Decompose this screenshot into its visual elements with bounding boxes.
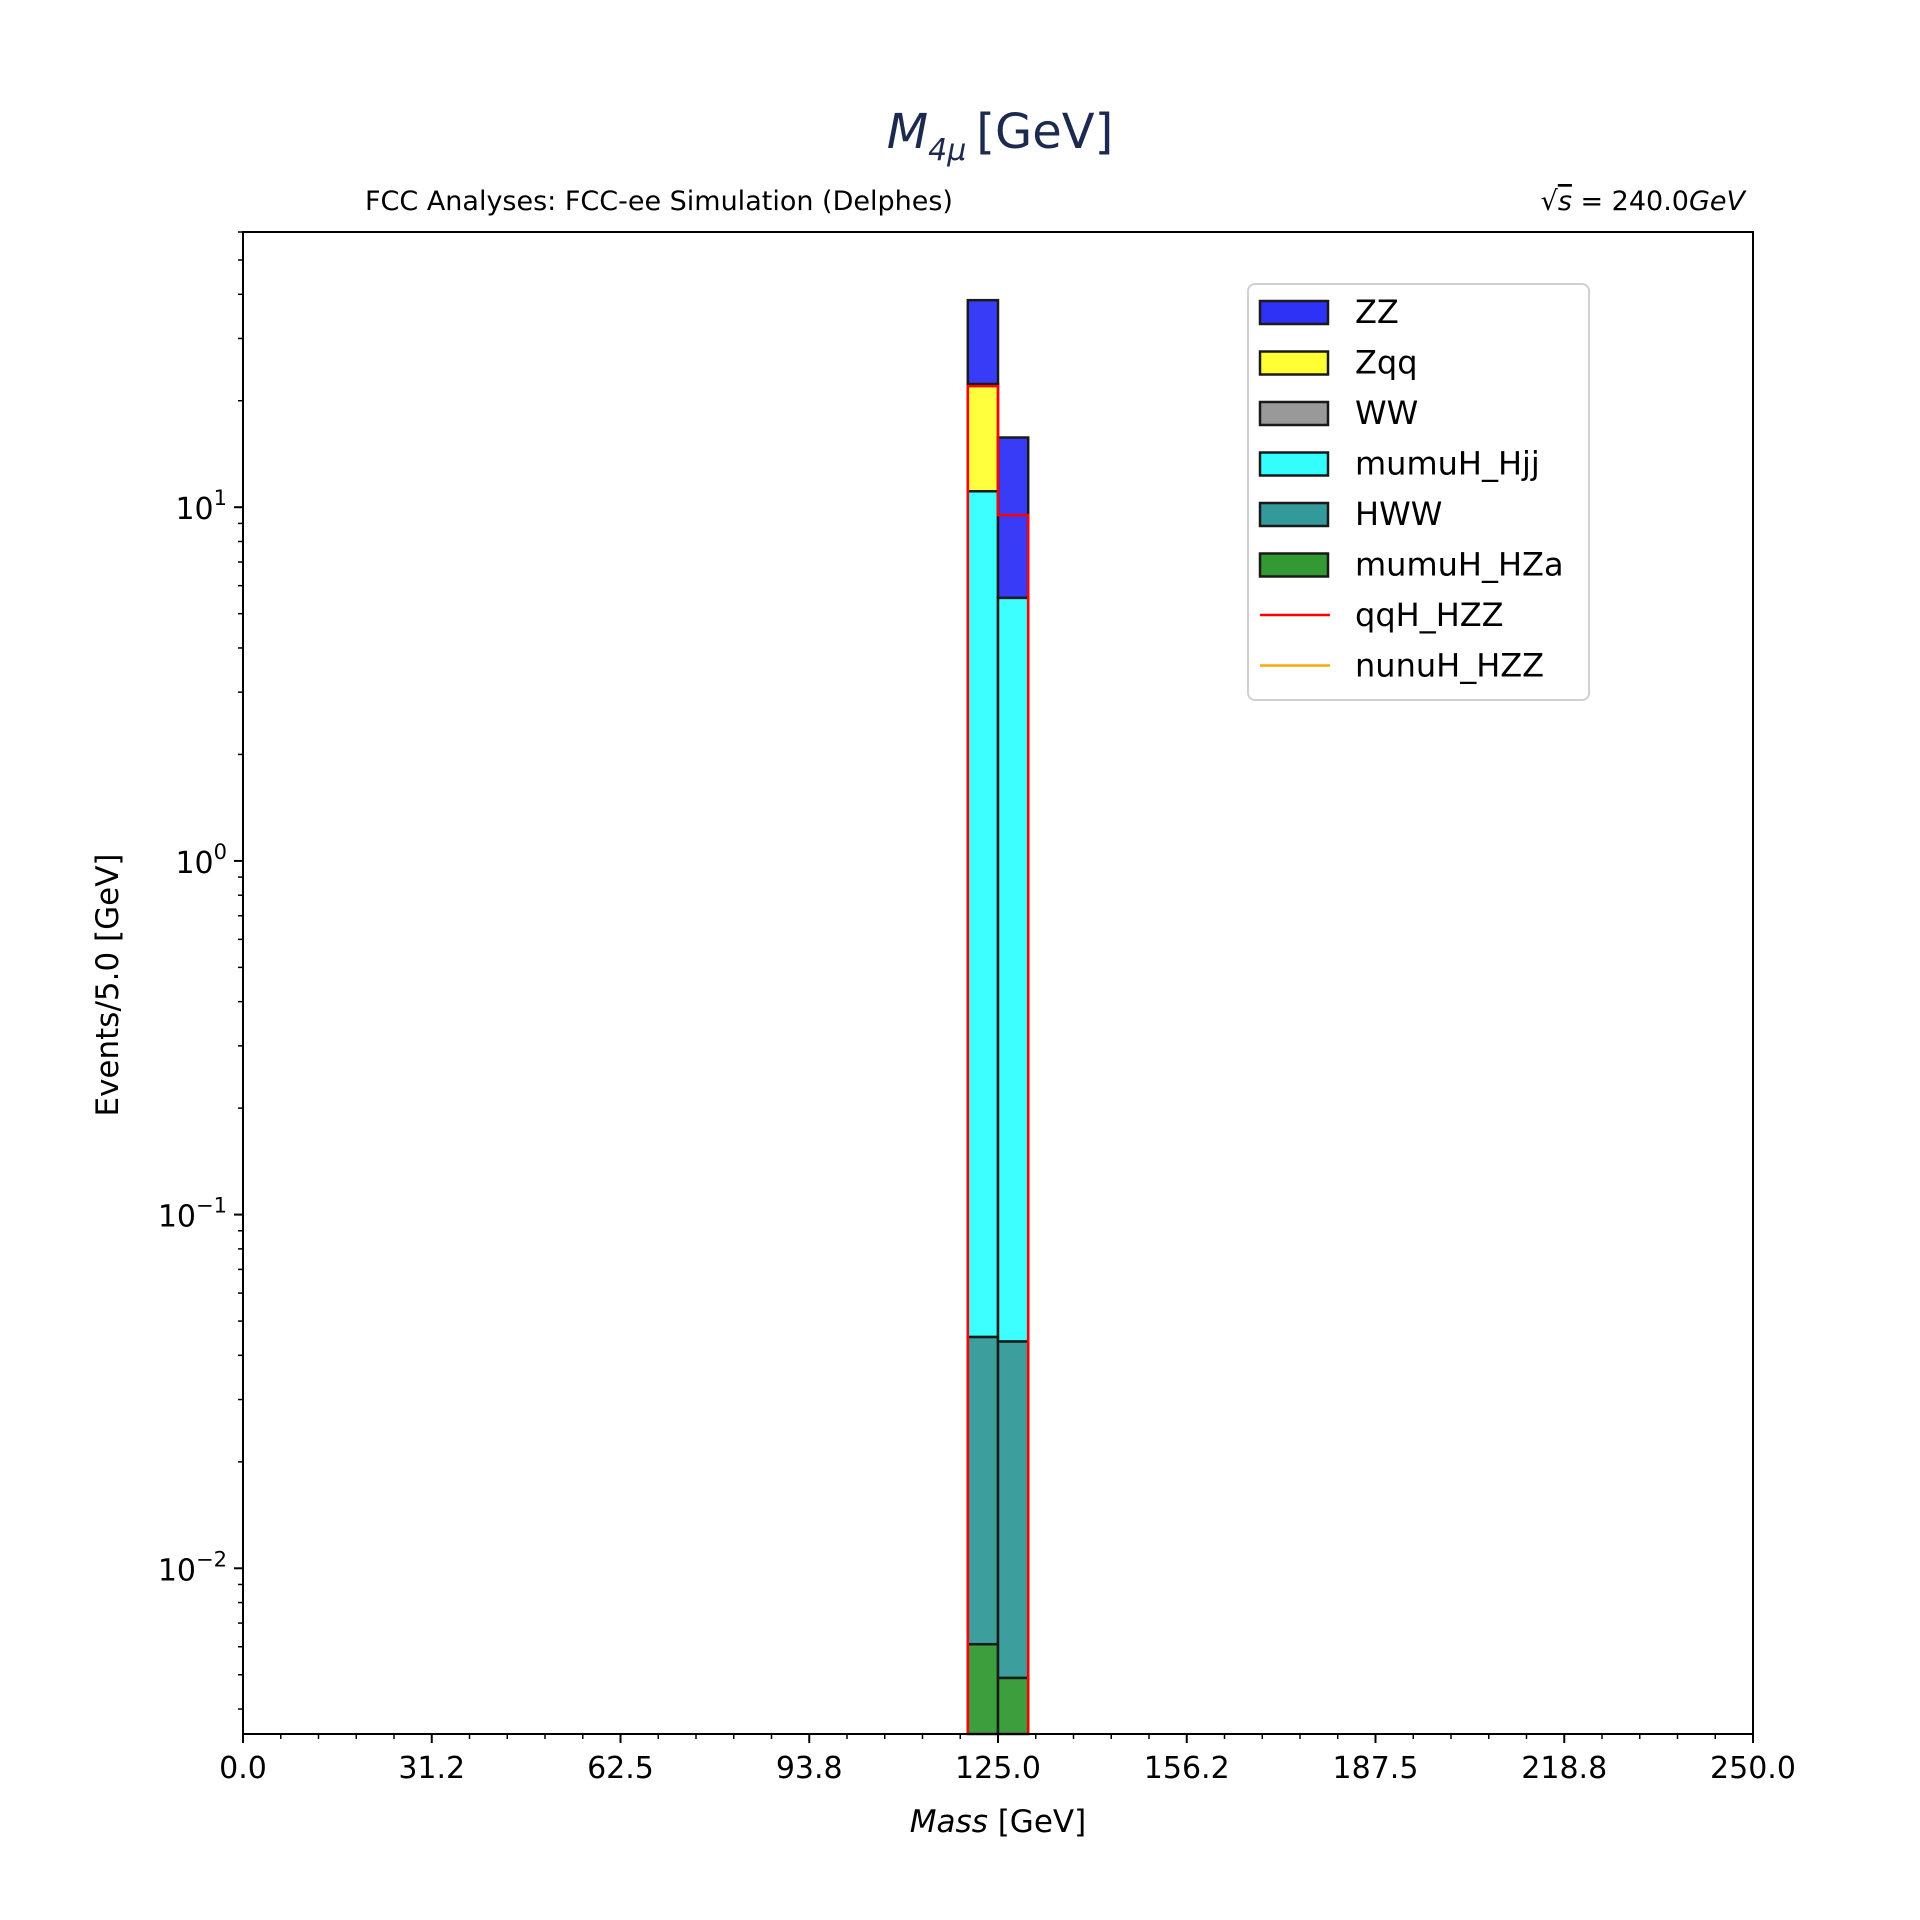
histogram-bars bbox=[966, 298, 1030, 1736]
y-axis-label: Events/5.0 [GeV] bbox=[90, 853, 126, 1116]
x-axis-ticks: 0.0 31.2 62.5 93.8 125.0 156.2 187.5 218.8 250.0 bbox=[219, 1734, 1796, 1786]
bar-zz-bin-0 bbox=[966, 298, 1000, 386]
bar-mumuh-hza-bin-0 bbox=[966, 1642, 1000, 1736]
x-tick-label: 218.8 bbox=[1521, 1751, 1607, 1786]
bar-mumuh-hjj-bin-0 bbox=[966, 490, 1000, 1339]
bar-mumuh-hza-bin-1 bbox=[996, 1676, 1030, 1736]
legend-swatch-zz bbox=[1258, 299, 1330, 326]
x-tick-label: 250.0 bbox=[1710, 1751, 1796, 1786]
legend-label-qqh-hzz: qqH_HZZ bbox=[1355, 596, 1504, 634]
legend-swatch-zqq bbox=[1258, 350, 1330, 376]
bar-hww-bin-0 bbox=[966, 1335, 1000, 1646]
y-tick-label: 100 bbox=[175, 840, 227, 881]
bar-zqq-bin-0 bbox=[966, 382, 1000, 493]
x-tick-label: 156.2 bbox=[1144, 1751, 1230, 1786]
x-tick-label: 62.5 bbox=[587, 1751, 654, 1786]
y-axis-ticks: 101 100 10−1 10−2 bbox=[158, 231, 243, 1710]
histogram-lines bbox=[966, 384, 1030, 1734]
y-tick-label: 101 bbox=[175, 486, 227, 527]
y-tick-label: 10−2 bbox=[158, 1547, 227, 1588]
legend-label-zz: ZZ bbox=[1355, 293, 1399, 331]
legend: ZZ Zqq WW mumuH_Hjj HWW mumuH_HZa qqH_HZZ nunuH… bbox=[1247, 283, 1590, 701]
legend-swatch-mumuh-hza bbox=[1258, 552, 1330, 578]
chart-title: M4μ [GeV] bbox=[887, 104, 1114, 168]
legend-swatch-mumuh-hjj bbox=[1258, 451, 1330, 477]
bar-zz-bin-1 bbox=[996, 436, 1030, 600]
x-tick-label: 31.2 bbox=[398, 1751, 465, 1786]
y-tick-label: 10−1 bbox=[158, 1194, 227, 1235]
x-tick-label: 93.8 bbox=[776, 1751, 843, 1786]
legend-label-mumuh-hza: mumuH_HZa bbox=[1355, 546, 1564, 584]
legend-label-nunuh-hzz: nunuH_HZZ bbox=[1355, 647, 1544, 685]
line-qqh-hzz bbox=[966, 384, 1030, 1734]
legend-box bbox=[1247, 283, 1590, 701]
legend-label-zqq: Zqq bbox=[1355, 344, 1418, 382]
legend-swatch-hww bbox=[1258, 501, 1330, 528]
energy-label: √s = 240.0GeV bbox=[1541, 186, 1748, 217]
x-tick-label: 0.0 bbox=[219, 1751, 267, 1786]
legend-swatch-ww bbox=[1258, 400, 1330, 427]
bar-hww-bin-1 bbox=[996, 1340, 1030, 1680]
x-tick-label: 125.0 bbox=[955, 1751, 1041, 1786]
legend-label-mumuh-hjj: mumuH_Hjj bbox=[1355, 445, 1540, 483]
x-tick-label: 187.5 bbox=[1333, 1751, 1419, 1786]
bar-mumuh-hjj-bin-1 bbox=[996, 596, 1030, 1343]
x-axis-label: Mass [GeV] bbox=[910, 1804, 1086, 1840]
legend-label-hww: HWW bbox=[1355, 495, 1442, 533]
legend-label-ww: WW bbox=[1355, 394, 1418, 432]
simulation-label: FCC Analyses: FCC-ee Simulation (Delphes… bbox=[365, 186, 953, 217]
